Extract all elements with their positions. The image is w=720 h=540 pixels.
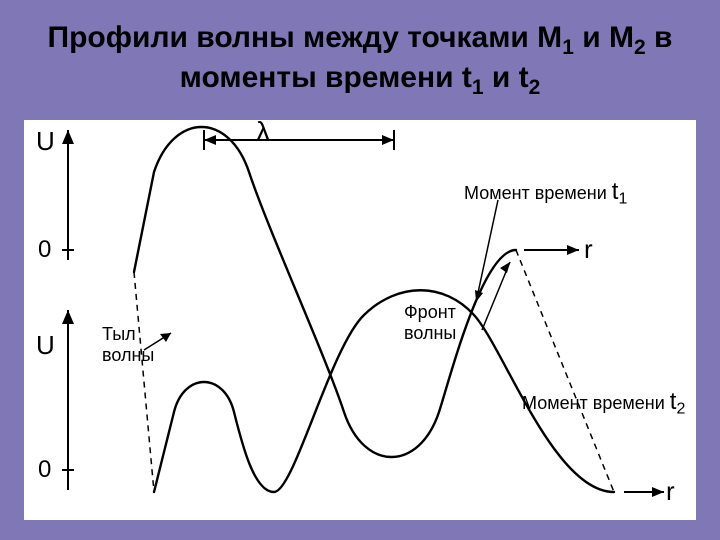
- tail-line2: волны: [102, 345, 154, 366]
- slide-title: Профили волны между точками М1 и М2 в мо…: [0, 20, 720, 100]
- label-moment1: Момент времени t1: [464, 178, 627, 209]
- label-front: Фронт волны: [404, 302, 456, 344]
- moment1-sub: 1: [618, 191, 627, 208]
- tail-line1: Тыл: [102, 324, 154, 345]
- label-r1: r: [584, 234, 593, 265]
- label-moment2: Момент времени t2: [522, 388, 685, 419]
- label-U2: U: [36, 330, 55, 361]
- label-U1: U: [36, 126, 55, 157]
- slide: Профили волны между точками М1 и М2 в мо…: [0, 0, 720, 540]
- diagram-panel: U 0 U 0 λ Момент времени t1 r Тыл волны …: [24, 120, 696, 520]
- label-zero2: 0: [38, 456, 51, 484]
- front-line2: волны: [404, 323, 456, 344]
- front-line1: Фронт: [404, 302, 456, 323]
- label-lambda: λ: [256, 116, 270, 148]
- moment2-sub: 2: [676, 401, 685, 418]
- moment2-text: Момент времени: [522, 393, 665, 413]
- label-tail: Тыл волны: [102, 324, 154, 366]
- moment1-text: Момент времени: [464, 183, 607, 203]
- label-zero1: 0: [38, 236, 51, 264]
- label-r2: r: [666, 476, 675, 507]
